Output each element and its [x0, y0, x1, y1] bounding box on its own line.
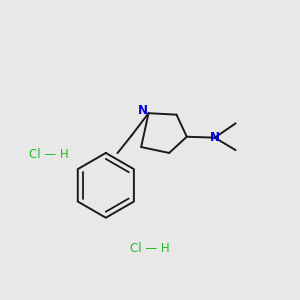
Text: N: N: [210, 131, 220, 144]
Text: N: N: [138, 104, 148, 117]
Text: Cl — H: Cl — H: [130, 242, 170, 255]
Text: Cl — H: Cl — H: [28, 148, 68, 161]
